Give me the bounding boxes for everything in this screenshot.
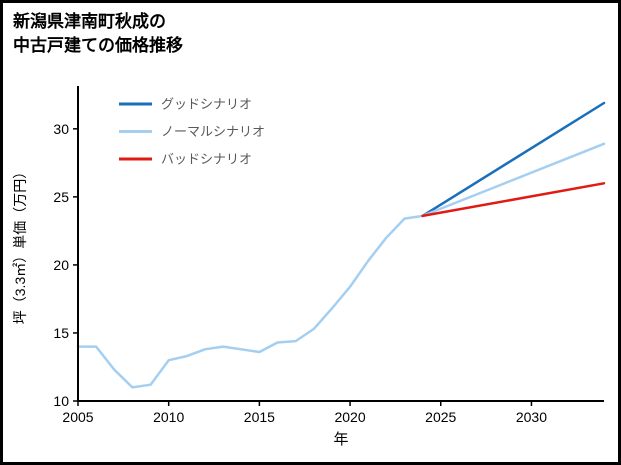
x-tick-label: 2010: [153, 409, 184, 425]
x-tick-label: 2015: [244, 409, 275, 425]
x-axis-title: 年: [333, 431, 348, 448]
legend-label-2: バッドシナリオ: [161, 152, 252, 167]
y-axis-title: 坪（3.3㎡）単価（万円）: [12, 165, 28, 324]
x-tick-label: 2030: [516, 409, 547, 425]
legend-label-0: グッドシナリオ: [161, 97, 252, 112]
chart-title-line2: 中古戸建ての価格推移: [13, 35, 183, 55]
chart-title: 新潟県津南町秋成の 中古戸建ての価格推移: [13, 10, 183, 58]
x-tick-label: 2020: [334, 409, 365, 425]
x-tick-label: 2025: [425, 409, 456, 425]
price-trend-line-chart: 2005 2010 2015 2020 2025 20301015202530年坪（3.3…: [12, 86, 606, 448]
y-tick-label: 25: [53, 189, 69, 205]
series-line-0: [76, 214, 424, 389]
y-tick-label: 10: [53, 393, 69, 409]
y-tick-label: 15: [53, 325, 69, 341]
series-line-2: [421, 142, 606, 218]
chart-title-line1: 新潟県津南町秋成の: [13, 12, 166, 31]
y-tick-label: 20: [53, 257, 69, 273]
y-tick-label: 30: [53, 121, 69, 137]
series-line-1: [421, 101, 606, 218]
series-line-3: [421, 182, 606, 218]
legend-label-1: ノーマルシナリオ: [161, 124, 265, 139]
x-tick-label: 2005: [62, 409, 93, 425]
